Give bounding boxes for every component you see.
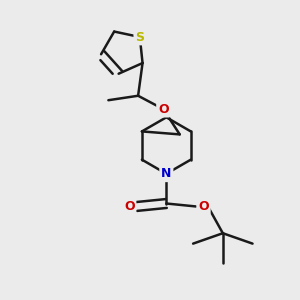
Text: O: O <box>198 200 209 213</box>
Text: S: S <box>135 31 144 44</box>
Text: O: O <box>158 103 169 116</box>
Text: O: O <box>124 200 134 213</box>
Text: N: N <box>161 167 172 180</box>
